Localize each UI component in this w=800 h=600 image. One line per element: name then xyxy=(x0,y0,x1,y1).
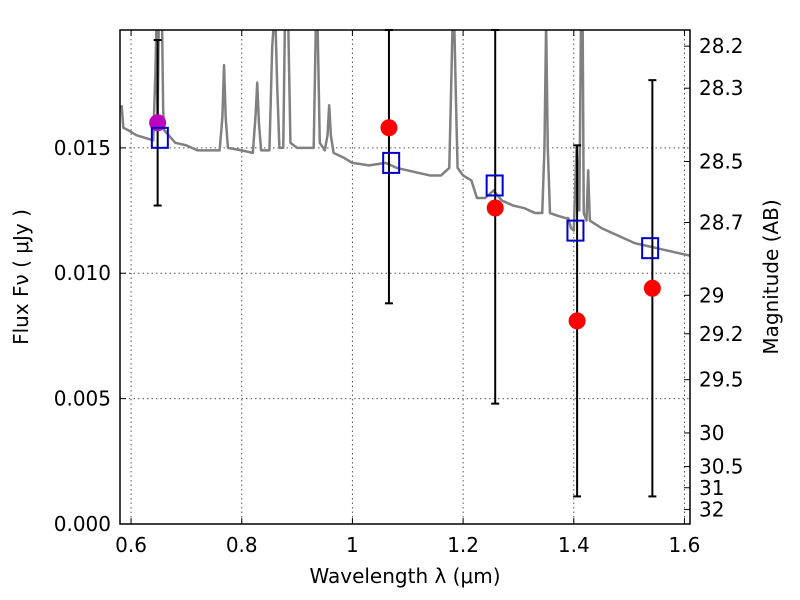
model-square xyxy=(641,237,660,260)
data-points xyxy=(149,114,661,330)
observed-point xyxy=(149,114,167,132)
model-square xyxy=(566,219,585,242)
plot-background xyxy=(120,30,690,524)
grid-lines xyxy=(120,30,690,524)
y2-tick-label: 28.3 xyxy=(699,76,744,100)
y2-tick-label: 30.5 xyxy=(699,455,744,479)
y2-tick-label: 31 xyxy=(699,476,724,500)
y2-tick-label: 32 xyxy=(699,498,724,522)
y2-tick-label: 28.5 xyxy=(699,150,744,174)
x-tick-label: 1.2 xyxy=(447,533,479,557)
model-square xyxy=(150,126,169,149)
observed-point xyxy=(568,312,586,330)
y2-tick-label: 28.7 xyxy=(699,211,744,235)
y-tick-label: 0.010 xyxy=(54,261,111,285)
axes: 0.6 0.8 1 1.2 1.4 1.6 0.000 0.005 0.010 0.015 28.2… xyxy=(54,30,744,557)
x-axis-title: Wavelength λ (μm) xyxy=(309,564,500,588)
x-tick-label: 0.6 xyxy=(115,533,147,557)
y2-tick-label: 28.2 xyxy=(699,34,744,58)
model-spectrum xyxy=(120,30,690,257)
y2-axis-title: Magnitude (AB) xyxy=(759,199,783,354)
y-tick-label: 0.015 xyxy=(54,136,111,160)
spectrum-line xyxy=(120,30,690,257)
observed-point xyxy=(380,119,398,137)
y-axis-title: Flux Fν ( μJy ) xyxy=(9,209,33,345)
model-square xyxy=(382,151,401,174)
y2-tick-label: 30 xyxy=(699,421,724,445)
y-tick-label: 0.005 xyxy=(54,387,111,411)
y2-tick-label: 29 xyxy=(699,283,724,307)
y-tick-label: 0.000 xyxy=(54,512,111,536)
observed-point xyxy=(643,279,661,297)
x-tick-label: 1.4 xyxy=(558,533,590,557)
y2-tick-label: 29.2 xyxy=(699,322,744,346)
x-tick-label: 1 xyxy=(346,533,359,557)
model-square xyxy=(485,174,504,197)
y2-tick-label: 29.5 xyxy=(699,368,744,392)
x-tick-label: 0.8 xyxy=(226,533,258,557)
x-tick-label: 1.6 xyxy=(669,533,701,557)
observed-point xyxy=(486,199,504,217)
plot-frame xyxy=(119,29,691,525)
